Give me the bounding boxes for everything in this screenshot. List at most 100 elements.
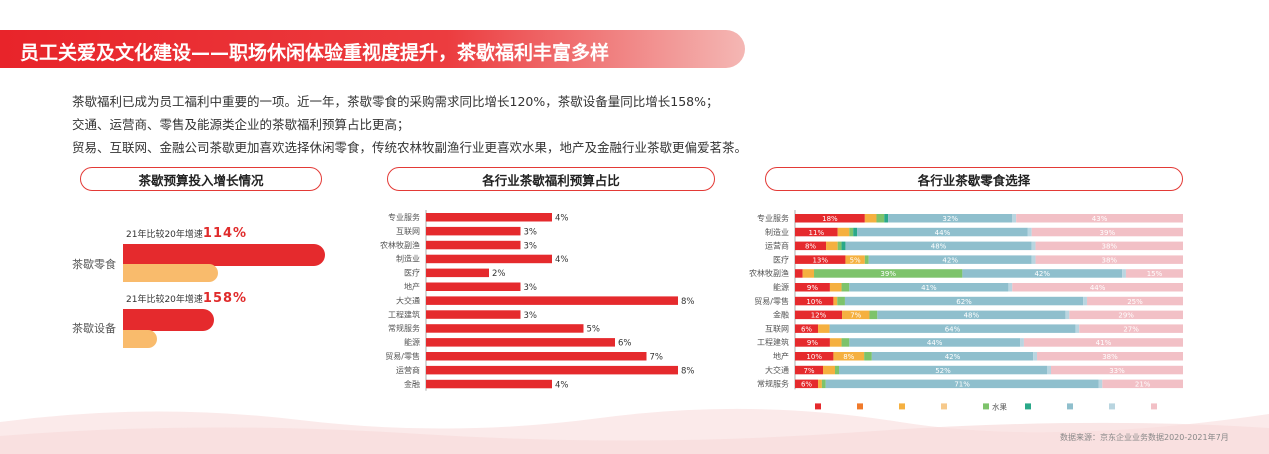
- data-label: 25%: [1127, 298, 1143, 306]
- stack-segment: [1031, 241, 1036, 251]
- stack-segment: [829, 338, 842, 347]
- category-label: 制造业: [765, 227, 789, 237]
- intro-line: 交通、运营商、零售及能源类企业的茶歇福利预算占比更高；: [72, 117, 410, 132]
- data-label: 3%: [524, 241, 538, 251]
- data-label: 4%: [555, 255, 569, 265]
- stack-segment: [1086, 296, 1183, 306]
- data-label: 43%: [1092, 215, 1108, 223]
- stack-segment: [1031, 227, 1183, 237]
- data-label: 44%: [927, 339, 943, 347]
- category-label: 专业服务: [388, 212, 420, 222]
- data-label: 10%: [806, 298, 822, 306]
- intro-line: 茶歇福利已成为员工福利中重要的一项。近一年，茶歇零食的采购需求同比增长120%，…: [72, 94, 719, 109]
- bar: [426, 365, 678, 375]
- data-label: 64%: [945, 325, 961, 333]
- legend-swatch: [1067, 403, 1073, 410]
- stack-segment: [1075, 324, 1080, 333]
- category-label: 茶歇设备: [72, 322, 116, 335]
- stack-segment: [871, 352, 1034, 361]
- stack-segment: [1008, 283, 1013, 292]
- stack-segment: [829, 283, 842, 292]
- data-label: 8%: [805, 243, 816, 251]
- snack-choice-chart: 专业服务 18% 32% 43% 制造业 11% 44% 39% 运营商 8% 48% 38% 医疗 13…: [749, 210, 1183, 411]
- stack-segment: [962, 269, 1123, 278]
- bar: [426, 379, 552, 389]
- data-label: 62%: [956, 298, 972, 306]
- stack-segment: [1037, 352, 1183, 361]
- bar: [426, 338, 615, 347]
- category-label: 大交通: [765, 365, 789, 375]
- data-label: 38%: [1102, 353, 1118, 361]
- data-label: 6%: [618, 339, 632, 349]
- category-label: 能源: [773, 282, 789, 292]
- category-label: 能源: [404, 337, 420, 347]
- stack-segment: [845, 241, 1032, 251]
- stack-segment: [795, 352, 834, 361]
- category-label: 金融: [404, 379, 420, 389]
- data-label: 12%: [811, 312, 827, 320]
- stack-segment: [841, 241, 846, 251]
- legend-swatch: [1109, 403, 1115, 410]
- data-label: 9%: [807, 284, 818, 292]
- stack-segment: [795, 379, 819, 389]
- stack-segment: [1012, 214, 1017, 223]
- stack-segment: [833, 352, 865, 361]
- data-label: 9%: [807, 339, 818, 347]
- data-label: 6%: [801, 381, 812, 389]
- stack-segment: [1065, 310, 1070, 320]
- growth-label-equipment: 21年比较20年增速158%: [126, 291, 247, 306]
- stack-segment: [844, 296, 1084, 306]
- growth-note: 21年比较20年增速: [126, 295, 203, 305]
- data-label: 8%: [681, 297, 695, 307]
- stack-segment: [869, 310, 878, 320]
- stack-segment: [795, 283, 830, 292]
- data-label: 3%: [524, 227, 538, 237]
- bar: [426, 352, 647, 361]
- bar: [426, 296, 678, 305]
- category-label: 工程建筑: [388, 309, 420, 319]
- legend-swatch: [941, 403, 947, 410]
- category-label: 大交通: [396, 295, 420, 305]
- data-label: 48%: [931, 243, 947, 251]
- stack-segment: [1102, 379, 1183, 389]
- intro-line: 贸易、互联网、金融公司茶歇更加喜欢选择休闲零食，传统农林牧副渔行业更喜欢水果，地…: [72, 140, 748, 155]
- stack-segment: [1012, 283, 1183, 292]
- bar: [426, 310, 521, 319]
- growth-note: 21年比较20年增速: [126, 230, 203, 240]
- data-label: 52%: [935, 367, 951, 375]
- category-label: 专业服务: [757, 213, 789, 223]
- stack-segment: [795, 255, 846, 264]
- category-label: 贸易/零售: [754, 296, 789, 306]
- stack-segment: [1079, 324, 1183, 333]
- data-label: 41%: [921, 284, 937, 292]
- stack-segment: [1083, 296, 1087, 306]
- stack-segment: [814, 269, 963, 278]
- category-label: 地产: [404, 282, 420, 292]
- bar: [426, 324, 584, 333]
- stack-segment: [877, 310, 1066, 320]
- data-label: 32%: [942, 215, 958, 223]
- category-label: 常规服务: [757, 379, 789, 389]
- stack-segment: [837, 296, 845, 306]
- stack-segment: [888, 214, 1013, 223]
- stack-segment: [829, 324, 1076, 333]
- data-label: 8%: [681, 366, 695, 376]
- category-label: 互联网: [765, 324, 789, 333]
- data-label: 8%: [843, 353, 854, 361]
- stack-segment: [795, 338, 830, 347]
- data-label: 41%: [1096, 339, 1112, 347]
- data-label: 13%: [812, 256, 828, 264]
- data-label: 21%: [1135, 381, 1151, 389]
- chart1-title: 茶歇预算投入增长情况: [80, 167, 322, 191]
- stack-segment: [841, 338, 850, 347]
- data-label: 71%: [954, 381, 970, 389]
- page-title: 员工关爱及文化建设——职场休闲体验重视度提升，茶歇福利丰富多样: [20, 42, 610, 64]
- stack-segment: [853, 227, 858, 237]
- stack-segment: [1016, 214, 1183, 223]
- category-label: 运营商: [765, 241, 789, 251]
- stack-segment: [795, 214, 865, 223]
- stack-segment: [841, 283, 850, 292]
- stack-segment: [826, 241, 838, 251]
- stack-segment: [837, 241, 842, 251]
- category-label: 互联网: [396, 227, 420, 236]
